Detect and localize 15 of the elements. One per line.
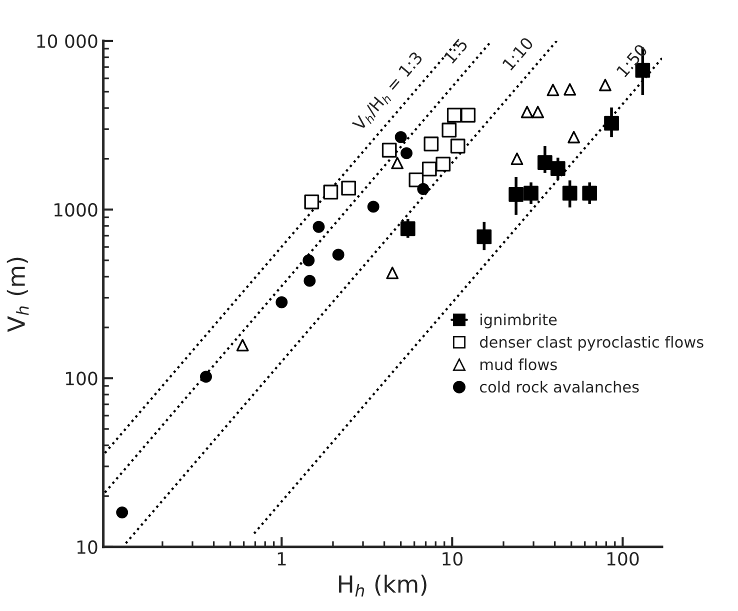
x-tick-label: 100: [607, 552, 639, 566]
legend-label: cold rock avalanches: [480, 380, 639, 393]
y-tick-label: 10: [77, 540, 98, 554]
legend-label: ignimbrite: [480, 314, 557, 328]
annotation: V$_{h}$/H$_{h}$ = 1:3: [352, 50, 426, 134]
legend-label: denser clast pyroclastic flows: [480, 336, 704, 351]
x-tick-label: 1: [278, 552, 286, 566]
x-tick-label: 10: [442, 552, 462, 566]
y-tick-label: 1000: [54, 203, 98, 217]
x-axis-title: H$_{h}$ (km): [339, 574, 426, 597]
legend-label: mud flows: [480, 358, 557, 370]
annotation: 1:5: [444, 38, 468, 64]
y-tick-label: 10 000: [37, 34, 98, 48]
y-tick-label: 100: [66, 372, 98, 386]
y-axis-title: V$_{h}$ (m): [6, 258, 29, 332]
